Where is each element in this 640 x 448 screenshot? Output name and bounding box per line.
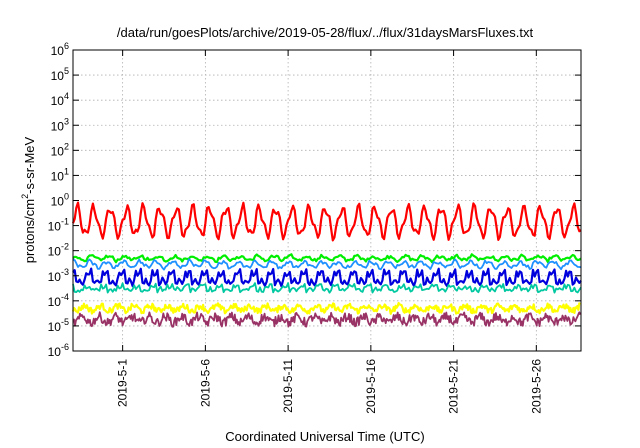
- y-tick-label: 104: [51, 91, 69, 108]
- x-tick-label: 2019-5-21: [447, 359, 461, 414]
- series-line: [72, 258, 582, 271]
- y-tick-label: 100: [51, 192, 69, 209]
- x-tick-label: 2019-5-26: [529, 359, 543, 414]
- x-tick-label: 2019-5-11: [281, 359, 295, 413]
- series-line: [72, 311, 582, 328]
- chart-title: /data/run/goesPlots/archive/2019-05-28/f…: [117, 25, 534, 40]
- y-tick-label: 102: [51, 141, 69, 158]
- x-tick-label: 2019-5-16: [364, 359, 378, 414]
- y-tick-label: 10-1: [48, 217, 69, 234]
- y-axis: 10-6 10-5 10-4 10-3 10-2 10-1 100 101 102 103 104 1…: [48, 41, 581, 359]
- y-tick-label: 105: [51, 66, 69, 83]
- y-tick-label: 10-6: [48, 342, 69, 359]
- series-line: [72, 282, 582, 294]
- y-tick-label: 10-5: [48, 317, 69, 334]
- y-tick-label: 101: [51, 166, 69, 183]
- y-tick-label: 10-3: [48, 267, 69, 284]
- x-axis-title: Coordinated Universal Time (UTC): [225, 429, 424, 444]
- series-line: [71, 201, 582, 242]
- x-axis: 2019-5-1 2019-5-6 2019-5-11 2019-5-16 2019-5…: [116, 50, 543, 414]
- x-tick-label: 2019-5-1: [116, 359, 130, 407]
- y-tick-label: 10-4: [48, 292, 69, 309]
- y-tick-label: 103: [51, 116, 69, 133]
- x-tick-label: 2019-5-6: [198, 359, 212, 407]
- y-tick-label: 10-2: [48, 242, 69, 259]
- series-line: [72, 267, 582, 288]
- series-line: [71, 301, 581, 315]
- y-tick-label: 106: [51, 41, 69, 58]
- series-line: [72, 253, 582, 264]
- series-layer: [71, 201, 582, 328]
- y-axis-title: protons/cm2-s-sr-MeV: [20, 136, 37, 263]
